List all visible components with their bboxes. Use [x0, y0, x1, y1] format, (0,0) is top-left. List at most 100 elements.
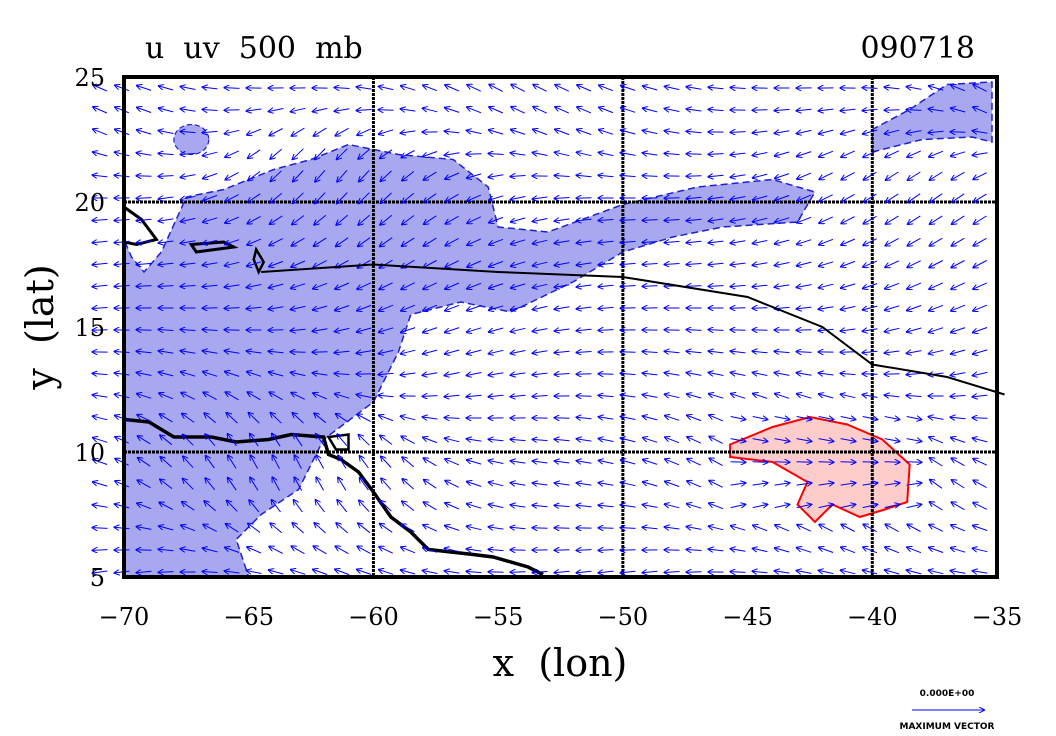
- wind-vector: [665, 86, 680, 89]
- wind-vector: [93, 528, 108, 529]
- wind-vector: [952, 502, 965, 511]
- wind-vector: [247, 128, 262, 135]
- wind-vector: [709, 503, 724, 510]
- wind-vector: [203, 525, 217, 532]
- wind-vector: [358, 523, 371, 534]
- wind-vector: [687, 459, 702, 466]
- wind-vector: [930, 215, 943, 224]
- wind-vector: [293, 148, 304, 160]
- wind-vector: [885, 524, 899, 533]
- wind-vector: [159, 526, 174, 531]
- wind-vector: [225, 571, 240, 573]
- wind-vector: [884, 439, 900, 442]
- wind-vector: [203, 194, 218, 200]
- wind-vector: [577, 417, 592, 418]
- wind-vector: [248, 392, 261, 401]
- wind-vector: [973, 349, 988, 354]
- wind-vector: [665, 504, 680, 508]
- x-axis-label: x (lon): [493, 641, 628, 685]
- wind-vector: [886, 215, 899, 224]
- wind-vector: [335, 394, 350, 399]
- wind-vector: [205, 434, 216, 447]
- wind-vector: [533, 85, 547, 92]
- wind-vector: [796, 462, 812, 463]
- wind-vector: [247, 285, 262, 288]
- wind-vector: [577, 329, 592, 330]
- map-overlays: [261, 263, 1005, 396]
- wind-vector: [467, 482, 482, 487]
- wind-vector: [445, 373, 460, 376]
- wind-vector: [577, 439, 592, 441]
- wind-vector: [819, 373, 834, 375]
- wind-vector: [423, 349, 438, 354]
- wind-vector: [203, 217, 218, 222]
- wind-vector: [577, 285, 592, 287]
- wind-vector: [621, 108, 636, 113]
- wind-vector: [357, 128, 372, 135]
- wind-vector: [951, 108, 966, 113]
- wind-vector: [315, 148, 326, 160]
- wind-vector: [511, 261, 526, 266]
- wind-vector: [446, 193, 459, 201]
- wind-vector: [292, 523, 304, 534]
- wind-vector: [137, 571, 152, 572]
- wind-vector: [511, 373, 526, 375]
- wind-vector: [621, 220, 636, 221]
- wind-vector: [269, 128, 283, 136]
- wind-vector: [401, 131, 416, 133]
- wind-vector: [181, 218, 196, 221]
- wind-vector: [181, 87, 196, 90]
- wind-vector: [269, 307, 284, 309]
- wind-vector: [292, 237, 305, 246]
- wind-vector: [621, 263, 636, 264]
- wind-vector: [951, 327, 966, 333]
- wind-vector: [840, 462, 856, 463]
- wind-vector: [753, 525, 768, 532]
- wind-vector: [511, 239, 526, 244]
- wind-vector: [906, 483, 922, 485]
- wind-vector: [797, 239, 812, 245]
- wind-vector: [842, 193, 855, 201]
- wind-vector: [225, 372, 240, 377]
- wind-vector: [181, 372, 196, 377]
- wind-vector: [621, 482, 636, 485]
- wind-vector: [709, 481, 723, 488]
- wind-vector: [906, 417, 922, 420]
- wind-vector: [181, 549, 196, 551]
- wind-vector: [380, 524, 393, 533]
- wind-vector: [709, 286, 724, 287]
- wind-vector: [577, 152, 592, 155]
- wind-vector: [336, 414, 349, 423]
- x-tick-label: −50: [598, 603, 649, 631]
- wind-vector: [159, 108, 174, 113]
- wind-vector: [775, 195, 790, 201]
- wind-vector: [753, 571, 768, 573]
- wind-vector: [424, 502, 437, 511]
- wind-vector: [864, 171, 877, 180]
- wind-vector: [93, 482, 108, 487]
- wind-vector: [401, 373, 416, 375]
- wind-vector: [467, 526, 482, 529]
- wind-vector: [181, 131, 196, 132]
- wind-vector: [885, 260, 900, 267]
- wind-vector: [423, 260, 437, 268]
- wind-vector: [599, 263, 614, 265]
- wind-vector: [357, 415, 371, 422]
- wind-vector: [884, 504, 900, 507]
- wind-vector: [336, 546, 349, 555]
- wind-vector: [401, 570, 416, 575]
- wind-vector: [467, 194, 482, 201]
- wind-vector: [423, 282, 438, 289]
- wind-vector: [357, 304, 372, 310]
- wind-vector: [621, 86, 636, 91]
- wind-vector: [709, 394, 724, 399]
- wind-vector: [203, 572, 218, 573]
- x-tick-label: −35: [972, 603, 1023, 631]
- wind-vector: [445, 85, 460, 92]
- x-tick-label: −40: [847, 603, 898, 631]
- wind-vector: [555, 107, 570, 114]
- wind-vector: [423, 151, 438, 157]
- wind-vector: [687, 176, 702, 177]
- wind-vector: [511, 153, 526, 155]
- wind-vector: [159, 330, 174, 331]
